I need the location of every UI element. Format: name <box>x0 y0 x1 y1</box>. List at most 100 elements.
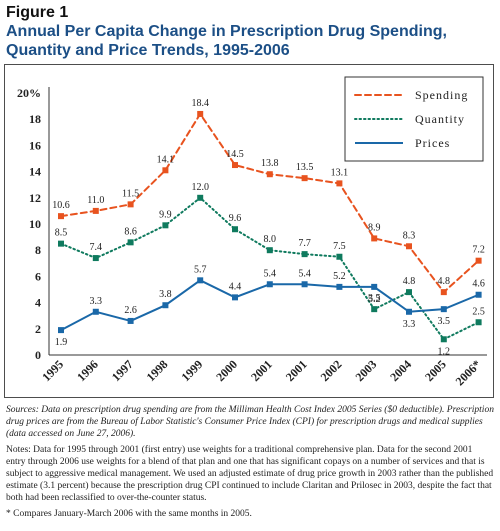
data-label-quantity: 2.5 <box>472 306 485 317</box>
data-point-prices <box>440 306 447 313</box>
data-label-spending: 11.5 <box>122 188 139 199</box>
data-label-spending: 8.3 <box>403 230 416 241</box>
data-point-prices <box>92 308 99 315</box>
data-point-quantity <box>266 247 273 254</box>
y-tick-label: 6 <box>35 269 41 283</box>
data-label-prices: 3.5 <box>438 316 451 327</box>
data-point-quantity <box>371 306 378 313</box>
x-tick-label: 2002 <box>318 357 345 384</box>
data-label-quantity: 8.5 <box>55 228 68 239</box>
data-label-quantity: 8.6 <box>124 226 137 237</box>
data-point-quantity <box>475 319 482 326</box>
y-tick-label: 8 <box>35 243 41 257</box>
data-label-prices: 5.2 <box>368 294 381 305</box>
x-tick-label: 1996 <box>74 357 101 384</box>
data-point-prices <box>162 302 169 309</box>
data-point-quantity <box>301 251 308 258</box>
data-label-spending: 13.5 <box>296 162 314 173</box>
sources-note: Sources: Data on prescription drug spend… <box>6 405 494 439</box>
x-tick-label: 2003 <box>352 357 379 384</box>
data-point-spending <box>127 201 134 208</box>
y-tick-label: 10 <box>29 217 41 231</box>
x-tick-label: 1999 <box>178 357 205 384</box>
data-label-quantity: 8.0 <box>264 234 277 245</box>
data-point-quantity <box>232 226 238 233</box>
x-tick-label: 1997 <box>109 357 136 384</box>
x-tick-label: 2005 <box>422 357 449 384</box>
data-label-spending: 18.4 <box>191 98 209 109</box>
data-point-spending <box>406 243 412 250</box>
methodology-note: Notes: Data for 1995 through 2001 (first… <box>6 445 494 503</box>
x-tick-label: 2001 <box>283 357 310 384</box>
data-label-prices: 5.4 <box>298 268 311 279</box>
data-point-prices <box>266 281 273 288</box>
data-label-prices: 2.6 <box>124 305 137 316</box>
legend-label-prices: Prices <box>415 136 450 150</box>
data-label-prices: 5.2 <box>333 271 346 282</box>
data-point-quantity <box>406 289 412 296</box>
data-label-quantity: 3.5 <box>368 293 381 304</box>
y-tick-label: 0 <box>35 348 41 362</box>
data-label-spending: 14.5 <box>226 149 244 160</box>
y-tick-label: 4 <box>35 296 41 310</box>
data-label-prices: 5.7 <box>194 264 207 275</box>
footnote: * Compares January-March 2006 with the s… <box>6 509 252 519</box>
data-label-spending: 4.8 <box>438 276 451 287</box>
data-point-spending <box>475 257 482 264</box>
data-label-quantity: 9.6 <box>229 213 242 224</box>
data-point-spending <box>162 167 169 174</box>
data-point-spending <box>58 213 64 220</box>
y-tick-label: 12 <box>29 191 41 205</box>
chart-frame: 0 2 4 6 8 10 12 14 16 18 20% 1995 1996 1997 1998 1999 20… <box>4 64 494 398</box>
data-point-prices <box>197 277 204 284</box>
data-point-spending <box>440 289 447 296</box>
data-label-spending: 8.9 <box>368 222 381 233</box>
data-point-prices <box>475 291 482 298</box>
y-tick-label: 2 <box>35 322 41 336</box>
legend-label-spending: Spending <box>415 88 468 102</box>
data-point-prices <box>301 281 308 288</box>
data-point-spending <box>301 175 308 182</box>
data-label-spending: 13.8 <box>261 158 279 169</box>
data-point-prices <box>232 294 238 301</box>
y-tick-label: 16 <box>29 138 41 152</box>
data-label-quantity: 12.0 <box>191 182 209 193</box>
data-label-prices: 3.8 <box>159 289 172 300</box>
data-label-prices: 5.4 <box>264 268 277 279</box>
x-tick-label: 1995 <box>39 357 66 384</box>
data-point-quantity <box>92 255 99 262</box>
data-point-spending <box>232 162 238 169</box>
data-point-spending <box>336 180 343 187</box>
data-label-quantity: 7.7 <box>298 238 311 249</box>
data-label-spending: 11.0 <box>87 195 104 206</box>
y-tick-label: 20% <box>17 86 41 100</box>
x-tick-label: 2004 <box>387 357 414 384</box>
data-label-spending: 14.1 <box>157 154 175 165</box>
x-tick-label: 1998 <box>144 357 171 384</box>
data-point-prices <box>127 317 134 324</box>
data-point-quantity <box>162 222 169 229</box>
x-tick-label: 2000 <box>213 357 240 384</box>
data-label-quantity: 1.2 <box>438 346 451 357</box>
data-point-quantity <box>58 240 64 247</box>
data-label-quantity: 7.5 <box>333 241 346 252</box>
data-label-quantity: 4.8 <box>403 276 416 287</box>
x-tick-label: 2006* <box>453 357 484 388</box>
data-label-prices: 3.3 <box>90 296 103 307</box>
y-tick-label: 14 <box>29 165 41 179</box>
data-label-quantity: 7.4 <box>90 242 103 253</box>
legend-label-quantity: Quantity <box>415 112 465 126</box>
data-point-spending <box>266 171 273 178</box>
data-point-quantity <box>336 253 343 260</box>
figure-title: Annual Per Capita Change in Prescription… <box>6 23 447 59</box>
data-label-spending: 10.6 <box>52 200 70 211</box>
data-point-prices <box>58 327 64 334</box>
data-point-spending <box>197 110 204 117</box>
data-point-prices <box>406 308 412 315</box>
data-point-quantity <box>440 336 447 343</box>
line-chart: 0 2 4 6 8 10 12 14 16 18 20% 1995 1996 1997 1998 1999 20… <box>17 76 487 388</box>
data-label-quantity: 9.9 <box>159 209 172 220</box>
data-label-prices: 3.3 <box>403 319 416 330</box>
data-point-spending <box>92 207 99 214</box>
data-label-prices: 1.9 <box>55 337 68 348</box>
